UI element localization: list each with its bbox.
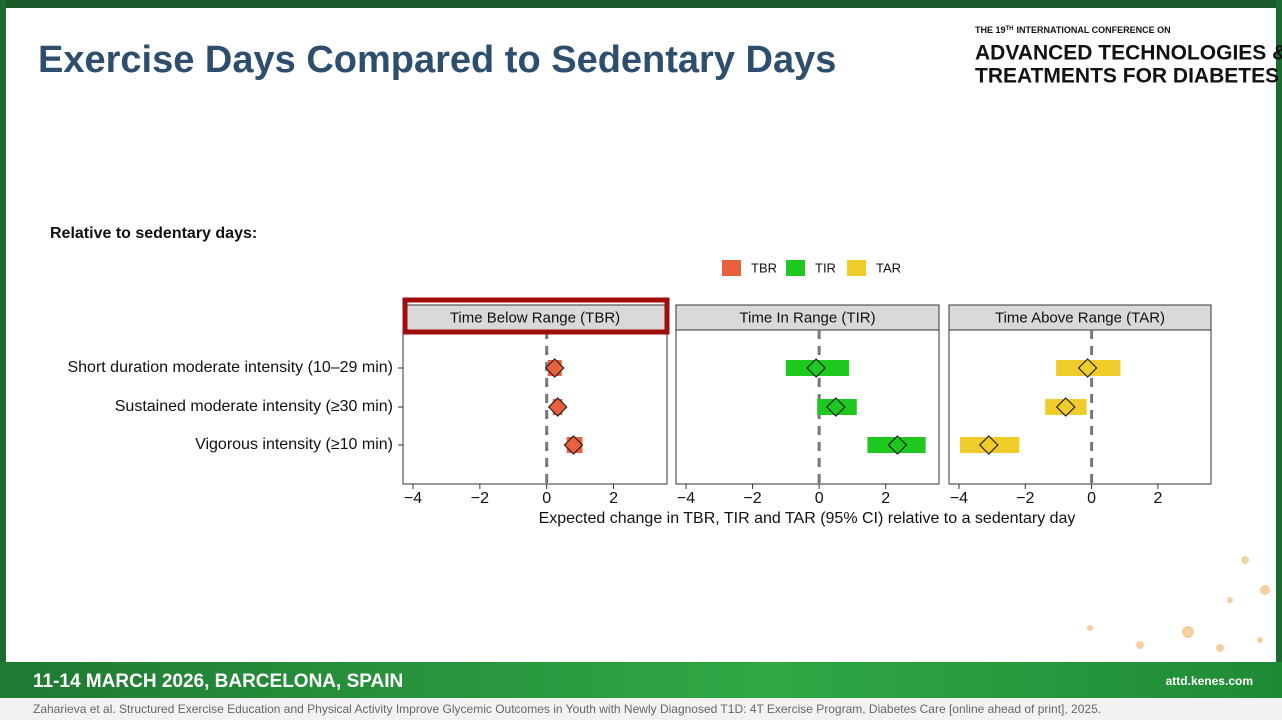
decoration <box>1087 556 1270 652</box>
x-tick-label: 2 <box>1153 490 1162 507</box>
strip-title: Time Above Range (TAR) <box>995 309 1165 326</box>
x-tick-label: 0 <box>815 490 824 507</box>
x-tick-label: 0 <box>542 490 551 507</box>
x-tick-label: −2 <box>1016 490 1034 507</box>
x-tick-label: 0 <box>1087 490 1096 507</box>
citation: Zaharieva et al. Structured Exercise Edu… <box>33 702 1101 716</box>
panel <box>402 329 668 485</box>
panel <box>675 329 940 485</box>
right-border <box>1276 0 1282 662</box>
x-tick-label: −2 <box>471 490 489 507</box>
strip-title: Time In Range (TIR) <box>739 309 875 326</box>
strip <box>675 304 940 331</box>
x-tick-label: 2 <box>881 490 890 507</box>
estimate-diamond <box>887 435 908 455</box>
x-tick-label: −4 <box>950 490 968 507</box>
legend-label: TBR <box>751 260 777 275</box>
x-axis-label: Expected change in TBR, TIR and TAR (95%… <box>539 510 1076 527</box>
legend-swatch <box>722 260 741 276</box>
top-border <box>0 0 1282 8</box>
x-tick-label: 2 <box>609 490 618 507</box>
footer-band <box>0 662 1282 698</box>
legend-swatch <box>847 260 866 276</box>
strip-title: Time Below Range (TBR) <box>450 309 620 326</box>
footer-dates: 11-14 MARCH 2026, BARCELONA, SPAIN <box>33 671 403 692</box>
legend-label: TAR <box>876 260 901 275</box>
estimate-diamond <box>825 397 846 417</box>
highlight-box <box>402 297 670 335</box>
logo-line: ADVANCED TECHNOLOGIES & <box>975 42 1282 65</box>
logo-line: TREATMENTS FOR DIABETES <box>975 65 1279 88</box>
footer-website: attd.kenes.com <box>1166 674 1253 688</box>
legend-swatch <box>786 260 805 276</box>
estimate-diamond <box>806 358 827 378</box>
estimate-diamond <box>547 397 568 417</box>
subheading: Relative to sedentary days: <box>50 225 257 242</box>
slide-title: Exercise Days Compared to Sedentary Days <box>38 39 836 81</box>
strip <box>402 304 668 331</box>
estimate-diamond <box>544 358 565 378</box>
estimate-diamond <box>1077 358 1098 378</box>
citation-band <box>0 698 1282 720</box>
x-tick-label: −4 <box>677 490 695 507</box>
x-tick-label: −4 <box>404 490 422 507</box>
y-tick-label: Sustained moderate intensity (≥30 min) <box>115 398 393 415</box>
estimate-diamond <box>1055 397 1076 417</box>
strip <box>948 304 1212 331</box>
legend-label: TIR <box>815 260 836 275</box>
estimate-diamond <box>978 435 999 455</box>
y-tick-label: Vigorous intensity (≥10 min) <box>195 436 393 453</box>
estimate-diamond <box>563 435 584 455</box>
y-tick-label: Short duration moderate intensity (10–29… <box>67 359 393 376</box>
x-tick-label: −2 <box>743 490 761 507</box>
left-border <box>0 0 6 662</box>
forest-chart: Time Below Range (TBR) −4 −2 0 2 TBR Time In R… <box>67 260 1212 507</box>
logo-small: THE 19TH INTERNATIONAL CONFERENCE ON <box>975 25 1171 35</box>
